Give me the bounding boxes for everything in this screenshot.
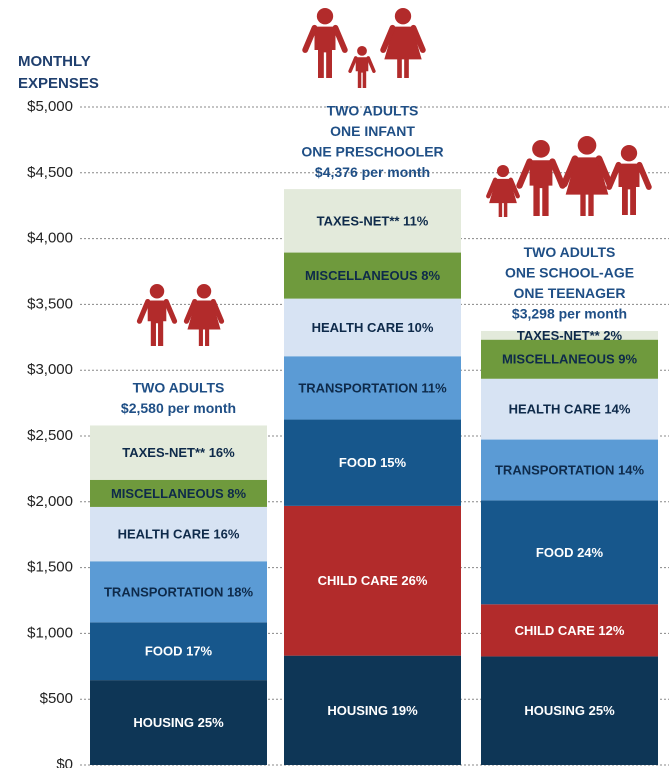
y-tick-label: $4,500 — [27, 164, 73, 181]
segment-label: HEALTH CARE 10% — [312, 320, 434, 335]
y-tick-label: $500 — [40, 690, 73, 707]
y-tick-label: $4,000 — [27, 230, 73, 247]
bar-segment — [284, 419, 461, 506]
bar-header: TWO ADULTS — [133, 380, 225, 396]
icon — [357, 46, 367, 56]
segment-label: HOUSING 19% — [327, 703, 418, 718]
icon — [183, 298, 225, 324]
bar-segment — [90, 622, 267, 681]
y-tick-label: $3,000 — [27, 361, 73, 378]
bar-segment — [284, 356, 461, 420]
bar-segment — [90, 561, 267, 623]
segment-label: MISCELLANEOUS 8% — [305, 268, 441, 283]
bar-segment — [284, 252, 461, 299]
bar-segment — [284, 189, 461, 253]
icon — [620, 145, 638, 162]
icon — [316, 7, 334, 25]
bar-segment — [284, 655, 461, 765]
bar-segment — [481, 656, 658, 765]
icon — [380, 24, 426, 53]
icon — [489, 178, 517, 217]
chart-title: MONTHLY — [18, 53, 91, 70]
segment-label: TAXES-NET** 11% — [317, 213, 429, 228]
bar-header: ONE TEENAGER — [513, 285, 625, 301]
segment-label: CHILD CARE 26% — [318, 573, 428, 588]
chart-title: EXPENSES — [18, 75, 99, 92]
icon — [187, 300, 221, 346]
segment-label: TAXES-NET** 2% — [517, 328, 623, 343]
segment-label: MISCELLANEOUS 9% — [502, 352, 638, 367]
icon — [560, 155, 614, 188]
y-tick-label: $1,000 — [27, 624, 73, 641]
segment-label: FOOD 24% — [536, 545, 604, 560]
segment-label: TRANSPORTATION 11% — [298, 380, 447, 395]
segment-label: HOUSING 25% — [524, 703, 615, 718]
icon — [529, 160, 553, 216]
icon — [302, 24, 348, 53]
icon — [532, 140, 550, 158]
segment-label: TAXES-NET** 16% — [122, 445, 235, 460]
icon — [394, 7, 412, 25]
icon — [486, 177, 520, 199]
icon — [314, 26, 336, 79]
icon — [149, 284, 165, 299]
icon — [196, 284, 212, 299]
bar-segment — [481, 339, 658, 379]
icon — [384, 26, 422, 79]
y-tick-label: $2,500 — [27, 427, 73, 444]
bar-segment — [90, 506, 267, 562]
bar-segment — [481, 378, 658, 440]
icon — [355, 57, 369, 88]
icon — [147, 300, 167, 346]
bar-header: TWO ADULTS — [327, 102, 419, 118]
y-tick-label: $3,500 — [27, 295, 73, 312]
bar-segment — [90, 425, 267, 480]
segment-label: FOOD 15% — [339, 455, 407, 470]
bar-header: ONE SCHOOL-AGE — [505, 265, 634, 281]
bar-segment — [90, 479, 267, 507]
segment-label: CHILD CARE 12% — [515, 623, 625, 638]
icon — [606, 161, 652, 190]
bar-header: ONE PRESCHOOLER — [301, 143, 443, 159]
bar-segment — [481, 330, 658, 340]
icon — [348, 56, 376, 73]
bar-segment — [284, 298, 461, 357]
segment-label: FOOD 17% — [145, 644, 213, 659]
icon — [496, 165, 510, 178]
bar-header: $2,580 per month — [121, 400, 236, 416]
icon — [565, 157, 609, 216]
bar-header: $4,376 per month — [315, 164, 430, 180]
bar-segment — [90, 680, 267, 765]
y-tick-label: $0 — [56, 756, 73, 768]
bar-segment — [481, 439, 658, 501]
y-tick-label: $2,000 — [27, 493, 73, 510]
y-tick-label: $5,000 — [27, 98, 73, 115]
segment-label: HEALTH CARE 16% — [118, 527, 240, 542]
segment-label: TRANSPORTATION 18% — [104, 584, 253, 599]
icon — [136, 298, 178, 324]
icon — [577, 136, 597, 155]
bar-header: TWO ADULTS — [524, 244, 616, 260]
bar-segment — [481, 500, 658, 605]
icon — [618, 163, 640, 215]
segment-label: HEALTH CARE 14% — [509, 402, 631, 417]
bar-header: $3,298 per month — [512, 306, 627, 322]
icon — [516, 158, 566, 189]
y-tick-label: $1,500 — [27, 559, 73, 576]
segment-label: MISCELLANEOUS 8% — [111, 486, 247, 501]
bar-header: ONE INFANT — [330, 123, 415, 139]
bar-segment — [284, 505, 461, 656]
segment-label: TRANSPORTATION 14% — [495, 462, 644, 477]
segment-label: HOUSING 25% — [133, 715, 224, 730]
bar-segment — [481, 604, 658, 657]
